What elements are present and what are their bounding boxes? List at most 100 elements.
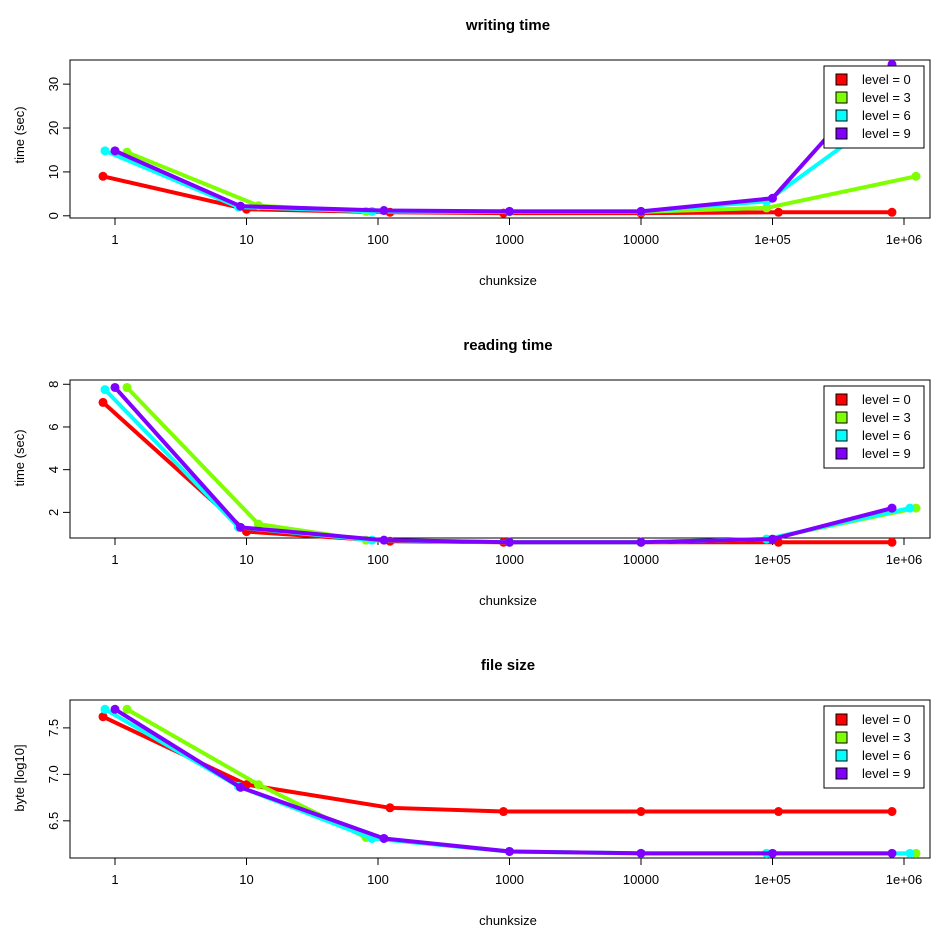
data-point (122, 704, 132, 714)
x-tick-label: 10000 (623, 232, 659, 247)
plot-frame (69, 59, 931, 219)
legend-swatch (835, 73, 848, 86)
y-axis-label: byte [log10] (12, 744, 27, 811)
data-point (110, 146, 120, 156)
x-tick-label: 1 (111, 552, 118, 567)
legend-swatch (835, 127, 848, 140)
legend-label: level = 0 (862, 392, 911, 407)
data-point (905, 848, 915, 858)
x-tick-label: 10 (239, 872, 253, 887)
legend-label: level = 6 (862, 748, 911, 763)
series-line (113, 62, 894, 214)
x-tick-label: 1e+05 (754, 552, 791, 567)
data-point (774, 807, 783, 817)
data-point (887, 537, 897, 547)
y-tick-label: 7.5 (46, 719, 61, 737)
series-line (101, 400, 894, 545)
data-point (254, 519, 263, 529)
data-point (636, 206, 646, 216)
legend-swatch (835, 411, 848, 424)
data-point (636, 848, 646, 858)
data-point (379, 535, 389, 545)
data-point (236, 522, 245, 532)
y-tick-label: 7.0 (46, 765, 61, 783)
chart-title: file size (481, 657, 535, 674)
series-line (113, 707, 894, 856)
legend-swatch (835, 731, 848, 744)
data-point (110, 382, 120, 392)
x-tick-label: 1000 (495, 552, 524, 567)
data-point (636, 537, 646, 547)
data-point (98, 397, 108, 407)
y-tick-label: 20 (46, 121, 61, 135)
data-point (505, 206, 514, 216)
y-tick-label: 10 (46, 165, 61, 179)
y-tick-label: 30 (46, 77, 61, 91)
legend-swatch (835, 447, 848, 460)
data-point (911, 171, 921, 181)
legend-swatch (835, 749, 848, 762)
x-tick-label: 1e+05 (754, 872, 791, 887)
legend-swatch (835, 767, 848, 780)
data-point (98, 712, 108, 722)
x-axis-label: chunksize (479, 913, 537, 927)
x-tick-label: 1 (111, 872, 118, 887)
data-point (110, 704, 120, 714)
legend-label: level = 0 (862, 72, 911, 87)
data-point (887, 503, 897, 513)
legend-label: level = 6 (862, 428, 911, 443)
legend-label: level = 6 (862, 108, 911, 123)
data-point (236, 201, 245, 211)
data-point (499, 807, 508, 817)
data-point (98, 171, 108, 181)
legend-label: level = 3 (862, 410, 911, 425)
legend-swatch (835, 393, 848, 406)
data-point (762, 203, 771, 213)
y-tick-label: 6 (46, 423, 61, 430)
data-point (905, 503, 915, 513)
chart-title: writing time (465, 17, 550, 34)
data-point (768, 848, 777, 858)
legend-swatch (835, 109, 848, 122)
data-point (887, 207, 897, 217)
plot-frame (69, 379, 931, 539)
y-tick-label: 0 (46, 212, 61, 219)
legend-label: level = 9 (862, 126, 911, 141)
x-tick-label: 1e+06 (886, 872, 923, 887)
data-point (887, 807, 897, 817)
series-line (125, 385, 918, 545)
data-point (254, 780, 263, 790)
y-axis-label: time (sec) (12, 429, 27, 486)
legend-label: level = 9 (862, 446, 911, 461)
data-point (100, 385, 110, 395)
legend-label: level = 0 (862, 712, 911, 727)
x-tick-label: 1e+05 (754, 232, 791, 247)
legend-swatch (835, 713, 848, 726)
x-tick-label: 100 (367, 552, 389, 567)
x-tick-label: 1000 (495, 872, 524, 887)
data-point (100, 146, 110, 156)
y-axis-label: time (sec) (12, 106, 27, 163)
x-tick-label: 1e+06 (886, 552, 923, 567)
y-tick-label: 8 (46, 381, 61, 388)
x-tick-label: 100 (367, 872, 389, 887)
legend-swatch (835, 91, 848, 104)
x-tick-label: 1 (111, 232, 118, 247)
data-point (768, 193, 777, 203)
series-line (113, 385, 894, 545)
series-line (103, 707, 912, 856)
series-line (125, 150, 918, 214)
x-tick-label: 10000 (623, 552, 659, 567)
x-axis-label: chunksize (479, 593, 537, 608)
y-tick-label: 2 (46, 509, 61, 516)
x-tick-label: 10000 (623, 872, 659, 887)
x-tick-label: 100 (367, 232, 389, 247)
data-point (505, 846, 514, 856)
data-point (774, 207, 783, 217)
data-point (768, 534, 777, 544)
file-size-panel: file size chunksize byte [log10] 1 10 100 1… (12, 657, 931, 927)
legend-label: level = 9 (862, 766, 911, 781)
x-axis-label: chunksize (479, 273, 537, 288)
series-line (103, 387, 912, 545)
